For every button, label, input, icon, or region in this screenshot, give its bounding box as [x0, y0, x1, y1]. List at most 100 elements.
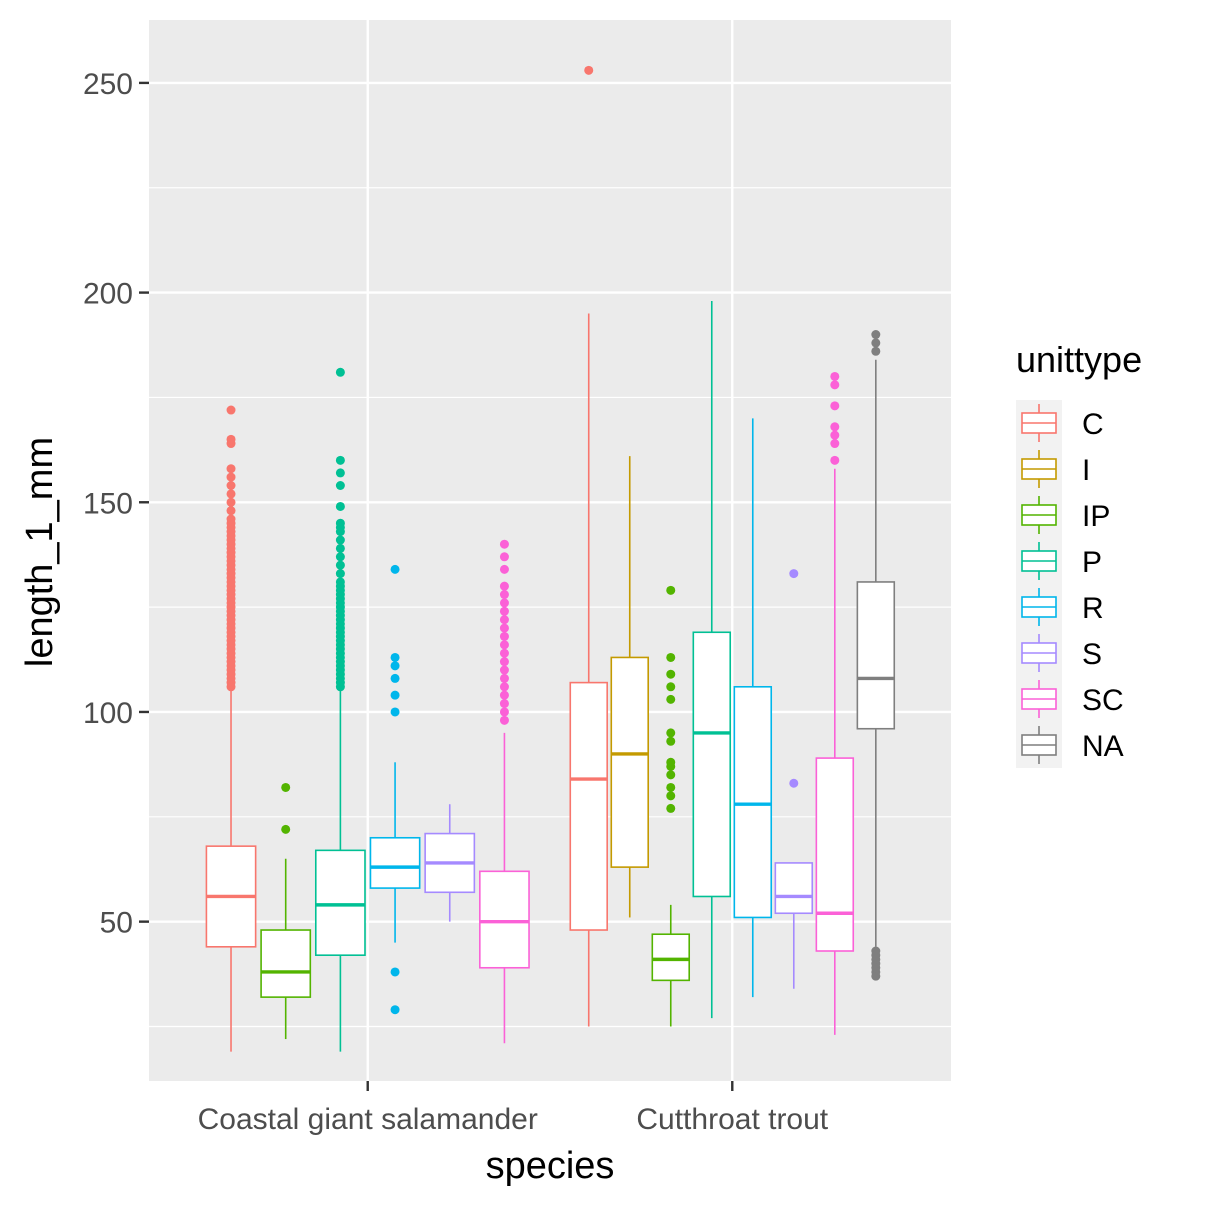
outlier-point	[335, 560, 345, 570]
outlier-point	[390, 661, 400, 671]
x-tick-label: Cutthroat trout	[636, 1103, 828, 1136]
legend-label: P	[1082, 546, 1102, 579]
outlier-point	[499, 623, 509, 633]
legend-label: IP	[1082, 500, 1110, 533]
box-IP	[651, 585, 691, 1027]
outlier-point	[499, 590, 509, 600]
outlier-point	[499, 606, 509, 616]
y-tick-label: 250	[83, 68, 133, 101]
outlier-point	[226, 472, 236, 482]
outlier-point	[335, 543, 345, 553]
outlier-point	[666, 757, 676, 767]
box-S	[424, 804, 476, 922]
outlier-point	[335, 468, 345, 478]
box-SC	[815, 371, 855, 1035]
legend-item-C: C	[1016, 400, 1104, 446]
box-S	[774, 569, 814, 989]
box-body	[479, 870, 530, 969]
outlier-point	[499, 581, 509, 591]
outlier-point	[226, 497, 236, 507]
outlier-point	[830, 455, 840, 465]
outlier-point	[335, 367, 345, 377]
legend-item-I: I	[1016, 446, 1090, 492]
outlier-point	[666, 782, 676, 792]
boxes	[205, 65, 896, 1052]
box-body	[692, 631, 732, 898]
outlier-point	[499, 699, 509, 709]
legend-label: S	[1082, 638, 1102, 671]
outlier-point	[390, 690, 400, 700]
legend-item-R: R	[1016, 584, 1104, 630]
outlier-point	[666, 791, 676, 801]
box-C	[205, 405, 257, 1052]
outlier-point	[335, 577, 345, 587]
outlier-point	[226, 405, 236, 415]
box-body	[733, 685, 773, 919]
outlier-point	[584, 65, 594, 75]
outlier-point	[666, 694, 676, 704]
outlier-point	[499, 615, 509, 625]
box-I	[610, 456, 649, 918]
box-R	[733, 418, 773, 998]
outlier-point	[871, 346, 881, 356]
outlier-point	[335, 535, 345, 545]
y-axis-title: length_1_mm	[19, 437, 61, 667]
y-tick-label: 150	[83, 487, 133, 520]
outlier-point	[390, 652, 400, 662]
outlier-point	[390, 967, 400, 977]
outlier-point	[390, 707, 400, 717]
outlier-point	[830, 380, 840, 390]
legend-label: SC	[1082, 684, 1124, 717]
box-body	[314, 849, 366, 956]
legend-label: NA	[1082, 730, 1124, 763]
outlier-point	[666, 736, 676, 746]
legend-label: R	[1082, 592, 1104, 625]
y-tick-label: 50	[100, 907, 133, 940]
x-axis: Coastal giant salamander Cutthroat trout	[198, 1081, 829, 1136]
legend-item-S: S	[1016, 630, 1102, 676]
legend-item-SC: SC	[1016, 676, 1124, 722]
outlier-point	[499, 715, 509, 725]
box-body	[369, 836, 421, 889]
outlier-point	[226, 464, 236, 474]
outlier-point	[499, 539, 509, 549]
outlier-point	[226, 489, 236, 499]
outlier-point	[499, 640, 509, 650]
x-tick-label: Coastal giant salamander	[198, 1103, 538, 1136]
outlier-point	[499, 665, 509, 675]
outlier-point	[390, 564, 400, 574]
y-axis: 50 100 150 200 250	[83, 68, 149, 940]
outlier-point	[666, 585, 676, 595]
box-SC	[479, 539, 530, 1044]
outlier-point	[830, 371, 840, 381]
outlier-point	[281, 824, 291, 834]
box-body	[815, 757, 855, 952]
legend: CI IP PRS SC NA	[1016, 400, 1124, 768]
outlier-point	[335, 455, 345, 465]
box-body	[260, 929, 312, 998]
outlier-point	[830, 401, 840, 411]
box-body	[651, 933, 691, 982]
box-body	[610, 656, 649, 868]
outlier-point	[499, 657, 509, 667]
box-IP	[260, 782, 312, 1040]
outlier-point	[335, 569, 345, 579]
outlier-point	[281, 782, 291, 792]
outlier-point	[830, 422, 840, 432]
grid-lines	[149, 20, 951, 1081]
outlier-point	[666, 682, 676, 692]
outlier-point	[871, 946, 881, 956]
outlier-point	[666, 669, 676, 679]
outlier-point	[226, 514, 236, 524]
legend-label: C	[1082, 408, 1104, 441]
outlier-point	[789, 778, 799, 788]
outlier-point	[830, 430, 840, 440]
legend-label: I	[1082, 454, 1090, 487]
outlier-point	[499, 552, 509, 562]
legend-item-NA: NA	[1016, 722, 1124, 768]
y-tick-label: 100	[83, 697, 133, 730]
outlier-point	[789, 569, 799, 579]
outlier-point	[666, 728, 676, 738]
outlier-point	[499, 564, 509, 574]
